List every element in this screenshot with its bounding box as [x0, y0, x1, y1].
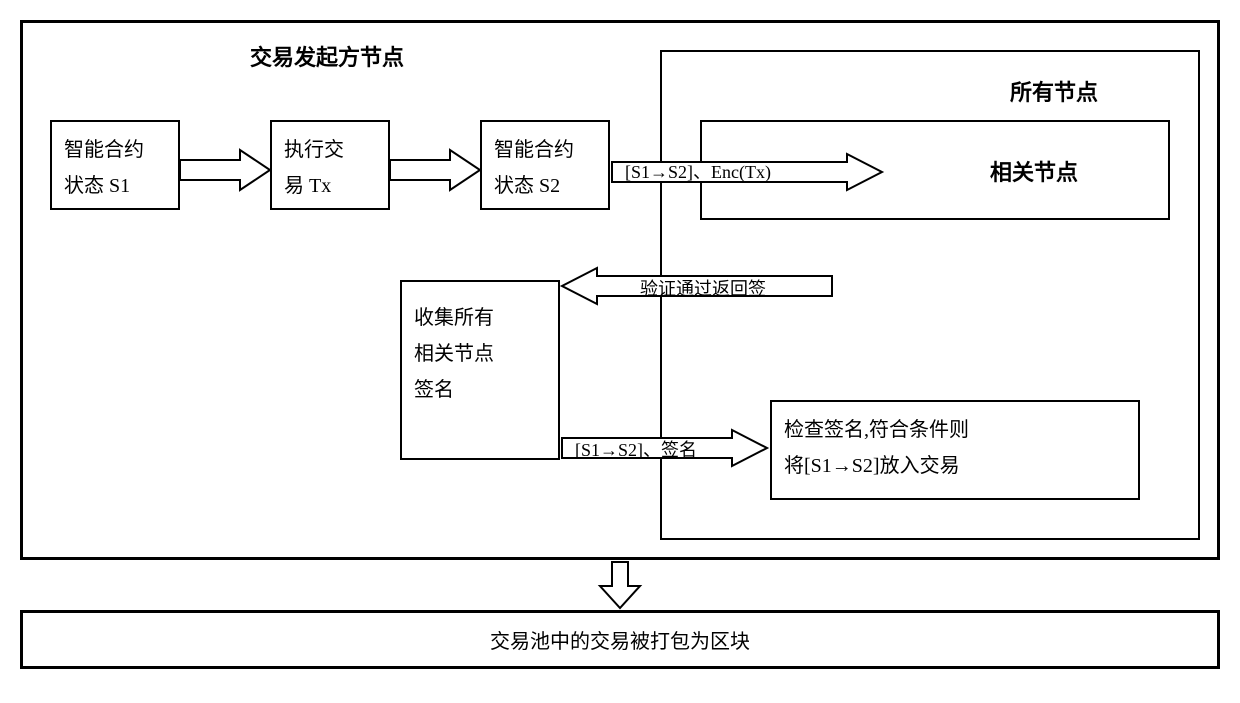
related-nodes-label: 相关节点: [990, 155, 1078, 187]
node-tx-line1: 执行交: [284, 132, 376, 168]
node-tx: 执行交 易 Tx: [270, 120, 390, 210]
node-tx-line2: 易 Tx: [284, 168, 376, 204]
node-s1-line2: 状态 S1: [64, 168, 166, 204]
node-collect-line2: 相关节点: [414, 336, 546, 372]
bottom-text: 交易池中的交易被打包为区块: [490, 631, 750, 653]
arrow-main-bottom: [600, 562, 640, 608]
all-nodes-label: 所有节点: [1010, 75, 1098, 107]
arrow-related-collect-label: 验证通过返回签: [640, 275, 766, 301]
bottom-box: 交易池中的交易被打包为区块: [20, 610, 1220, 669]
initiator-label: 交易发起方节点: [250, 40, 404, 72]
node-collect-line3: 签名: [414, 372, 546, 408]
node-check-line2: 将[S1→S2]放入交易: [784, 448, 1126, 484]
arrow-s2-related-label: [S1→S2]、Enc(Tx): [625, 158, 771, 184]
arrow-collect-check-label: [S1→S2]、签名: [575, 436, 697, 462]
node-collect: 收集所有 相关节点 签名: [400, 280, 560, 460]
arrow-tx-s2: [390, 150, 480, 190]
node-s2-line1: 智能合约: [494, 132, 596, 168]
node-s1-line1: 智能合约: [64, 132, 166, 168]
node-s2-line2: 状态 S2: [494, 168, 596, 204]
node-s1: 智能合约 状态 S1: [50, 120, 180, 210]
node-collect-line1: 收集所有: [414, 300, 546, 336]
arrow-s1-tx: [180, 150, 270, 190]
node-s2: 智能合约 状态 S2: [480, 120, 610, 210]
node-check: 检查签名,符合条件则 将[S1→S2]放入交易: [770, 400, 1140, 500]
node-check-line1: 检查签名,符合条件则: [784, 412, 1126, 448]
